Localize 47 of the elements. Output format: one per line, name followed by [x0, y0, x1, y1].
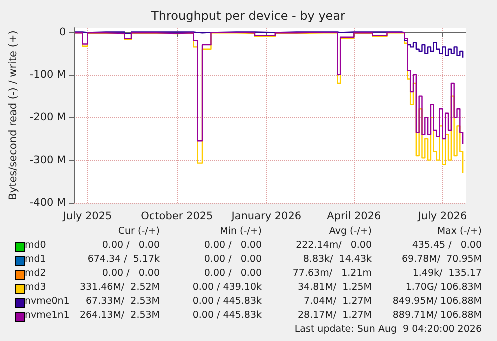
text: 28.17M/ 1.27M — [298, 310, 372, 321]
text: 77.63m/ 1.21m — [292, 268, 372, 279]
text: Cur (-/+) — [118, 226, 160, 237]
text: 0.00 / 445.83k — [192, 310, 262, 321]
text: 435.45 / 0.00 — [412, 240, 482, 251]
text: 889.71M/ 106.88M — [392, 310, 482, 321]
text: 0.00 / 0.00 — [204, 268, 262, 279]
y-tick-label: -400 M — [30, 197, 66, 209]
x-tick-label: January 2026 — [230, 210, 302, 222]
text: 34.81M/ 1.25M — [298, 282, 372, 293]
text: 674.34 / 5.17k — [88, 254, 160, 265]
legend-label: md1 — [25, 254, 46, 265]
x-tick-label: October 2025 — [141, 210, 214, 222]
text: 1.70G/ 106.83M — [406, 282, 482, 293]
text: Min (-/+) — [220, 226, 262, 237]
text: 1.49k/ 135.17 — [412, 268, 482, 279]
text: 222.14m/ 0.00 — [296, 240, 372, 251]
text: 7.04M/ 1.27M — [304, 296, 372, 307]
text: 0.00 / 439.10k — [192, 282, 262, 293]
text: Last update: Sun Aug 9 04:20:00 2026 — [294, 324, 482, 335]
chart-title: Throughput per device - by year — [150, 9, 346, 23]
text: 849.95M/ 106.88M — [392, 296, 482, 307]
text: 67.33M/ 2.53M — [86, 296, 160, 307]
y-tick-label: 0 — [59, 26, 66, 38]
text: 0.00 / 0.00 — [102, 268, 160, 279]
text: 264.13M/ 2.53M — [80, 310, 160, 321]
y-tick-label: -200 M — [30, 112, 66, 124]
y-tick-label: -300 M — [30, 154, 66, 166]
legend-label: md0 — [25, 240, 46, 251]
legend-label: md3 — [25, 282, 46, 293]
text: Avg (-/+) — [329, 226, 372, 237]
legend-label: nvme1n1 — [25, 310, 70, 321]
y-tick-label: -100 M — [30, 68, 66, 81]
x-tick-label: April 2026 — [327, 210, 382, 222]
x-tick-label: July 2026 — [417, 210, 468, 222]
legend-label: nvme0n1 — [25, 296, 70, 307]
text: 0.00 / 0.00 — [204, 254, 262, 265]
y-axis-title: Bytes/second read (-) / write (+) — [8, 30, 20, 200]
text: 8.83k/ 14.43k — [303, 254, 372, 265]
legend-label: md2 — [25, 268, 46, 279]
text: 331.46M/ 2.52M — [80, 282, 160, 293]
text: 0.00 / 0.00 — [102, 240, 160, 251]
text: 0.00 / 445.83k — [192, 296, 262, 307]
text: 69.78M/ 70.95M — [402, 254, 482, 265]
text: Max (-/+) — [437, 226, 482, 237]
x-tick-label: July 2025 — [62, 210, 112, 222]
text: 0.00 / 0.00 — [204, 240, 262, 251]
